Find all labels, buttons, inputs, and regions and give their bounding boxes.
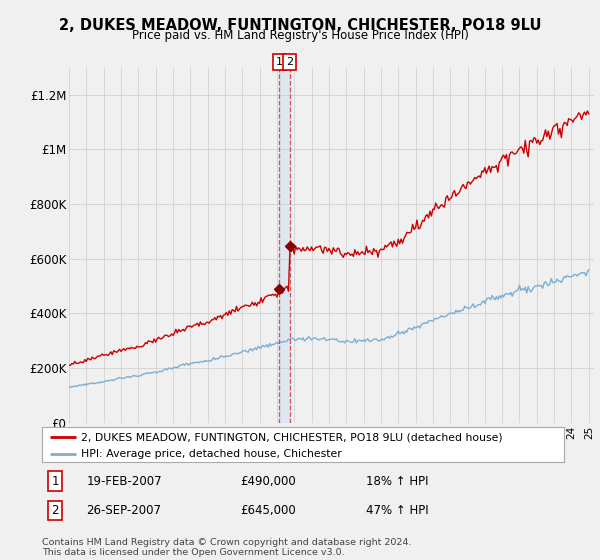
Text: 18% ↑ HPI: 18% ↑ HPI [365, 475, 428, 488]
Text: 47% ↑ HPI: 47% ↑ HPI [365, 504, 428, 517]
Text: 1: 1 [275, 57, 283, 67]
Text: 26-SEP-2007: 26-SEP-2007 [86, 504, 161, 517]
Text: 19-FEB-2007: 19-FEB-2007 [86, 475, 162, 488]
Text: £490,000: £490,000 [241, 475, 296, 488]
Text: 2, DUKES MEADOW, FUNTINGTON, CHICHESTER, PO18 9LU (detached house): 2, DUKES MEADOW, FUNTINGTON, CHICHESTER,… [81, 432, 503, 442]
Text: 2, DUKES MEADOW, FUNTINGTON, CHICHESTER, PO18 9LU: 2, DUKES MEADOW, FUNTINGTON, CHICHESTER,… [59, 18, 541, 33]
Bar [279, 67, 290, 423]
Text: Price paid vs. HM Land Registry's House Price Index (HPI): Price paid vs. HM Land Registry's House … [131, 29, 469, 42]
Text: £645,000: £645,000 [241, 504, 296, 517]
Text: 1: 1 [52, 475, 59, 488]
Text: 2: 2 [52, 504, 59, 517]
Text: HPI: Average price, detached house, Chichester: HPI: Average price, detached house, Chic… [81, 449, 342, 459]
Text: 2: 2 [286, 57, 293, 67]
Text: Contains HM Land Registry data © Crown copyright and database right 2024.
This d: Contains HM Land Registry data © Crown c… [42, 538, 412, 557]
